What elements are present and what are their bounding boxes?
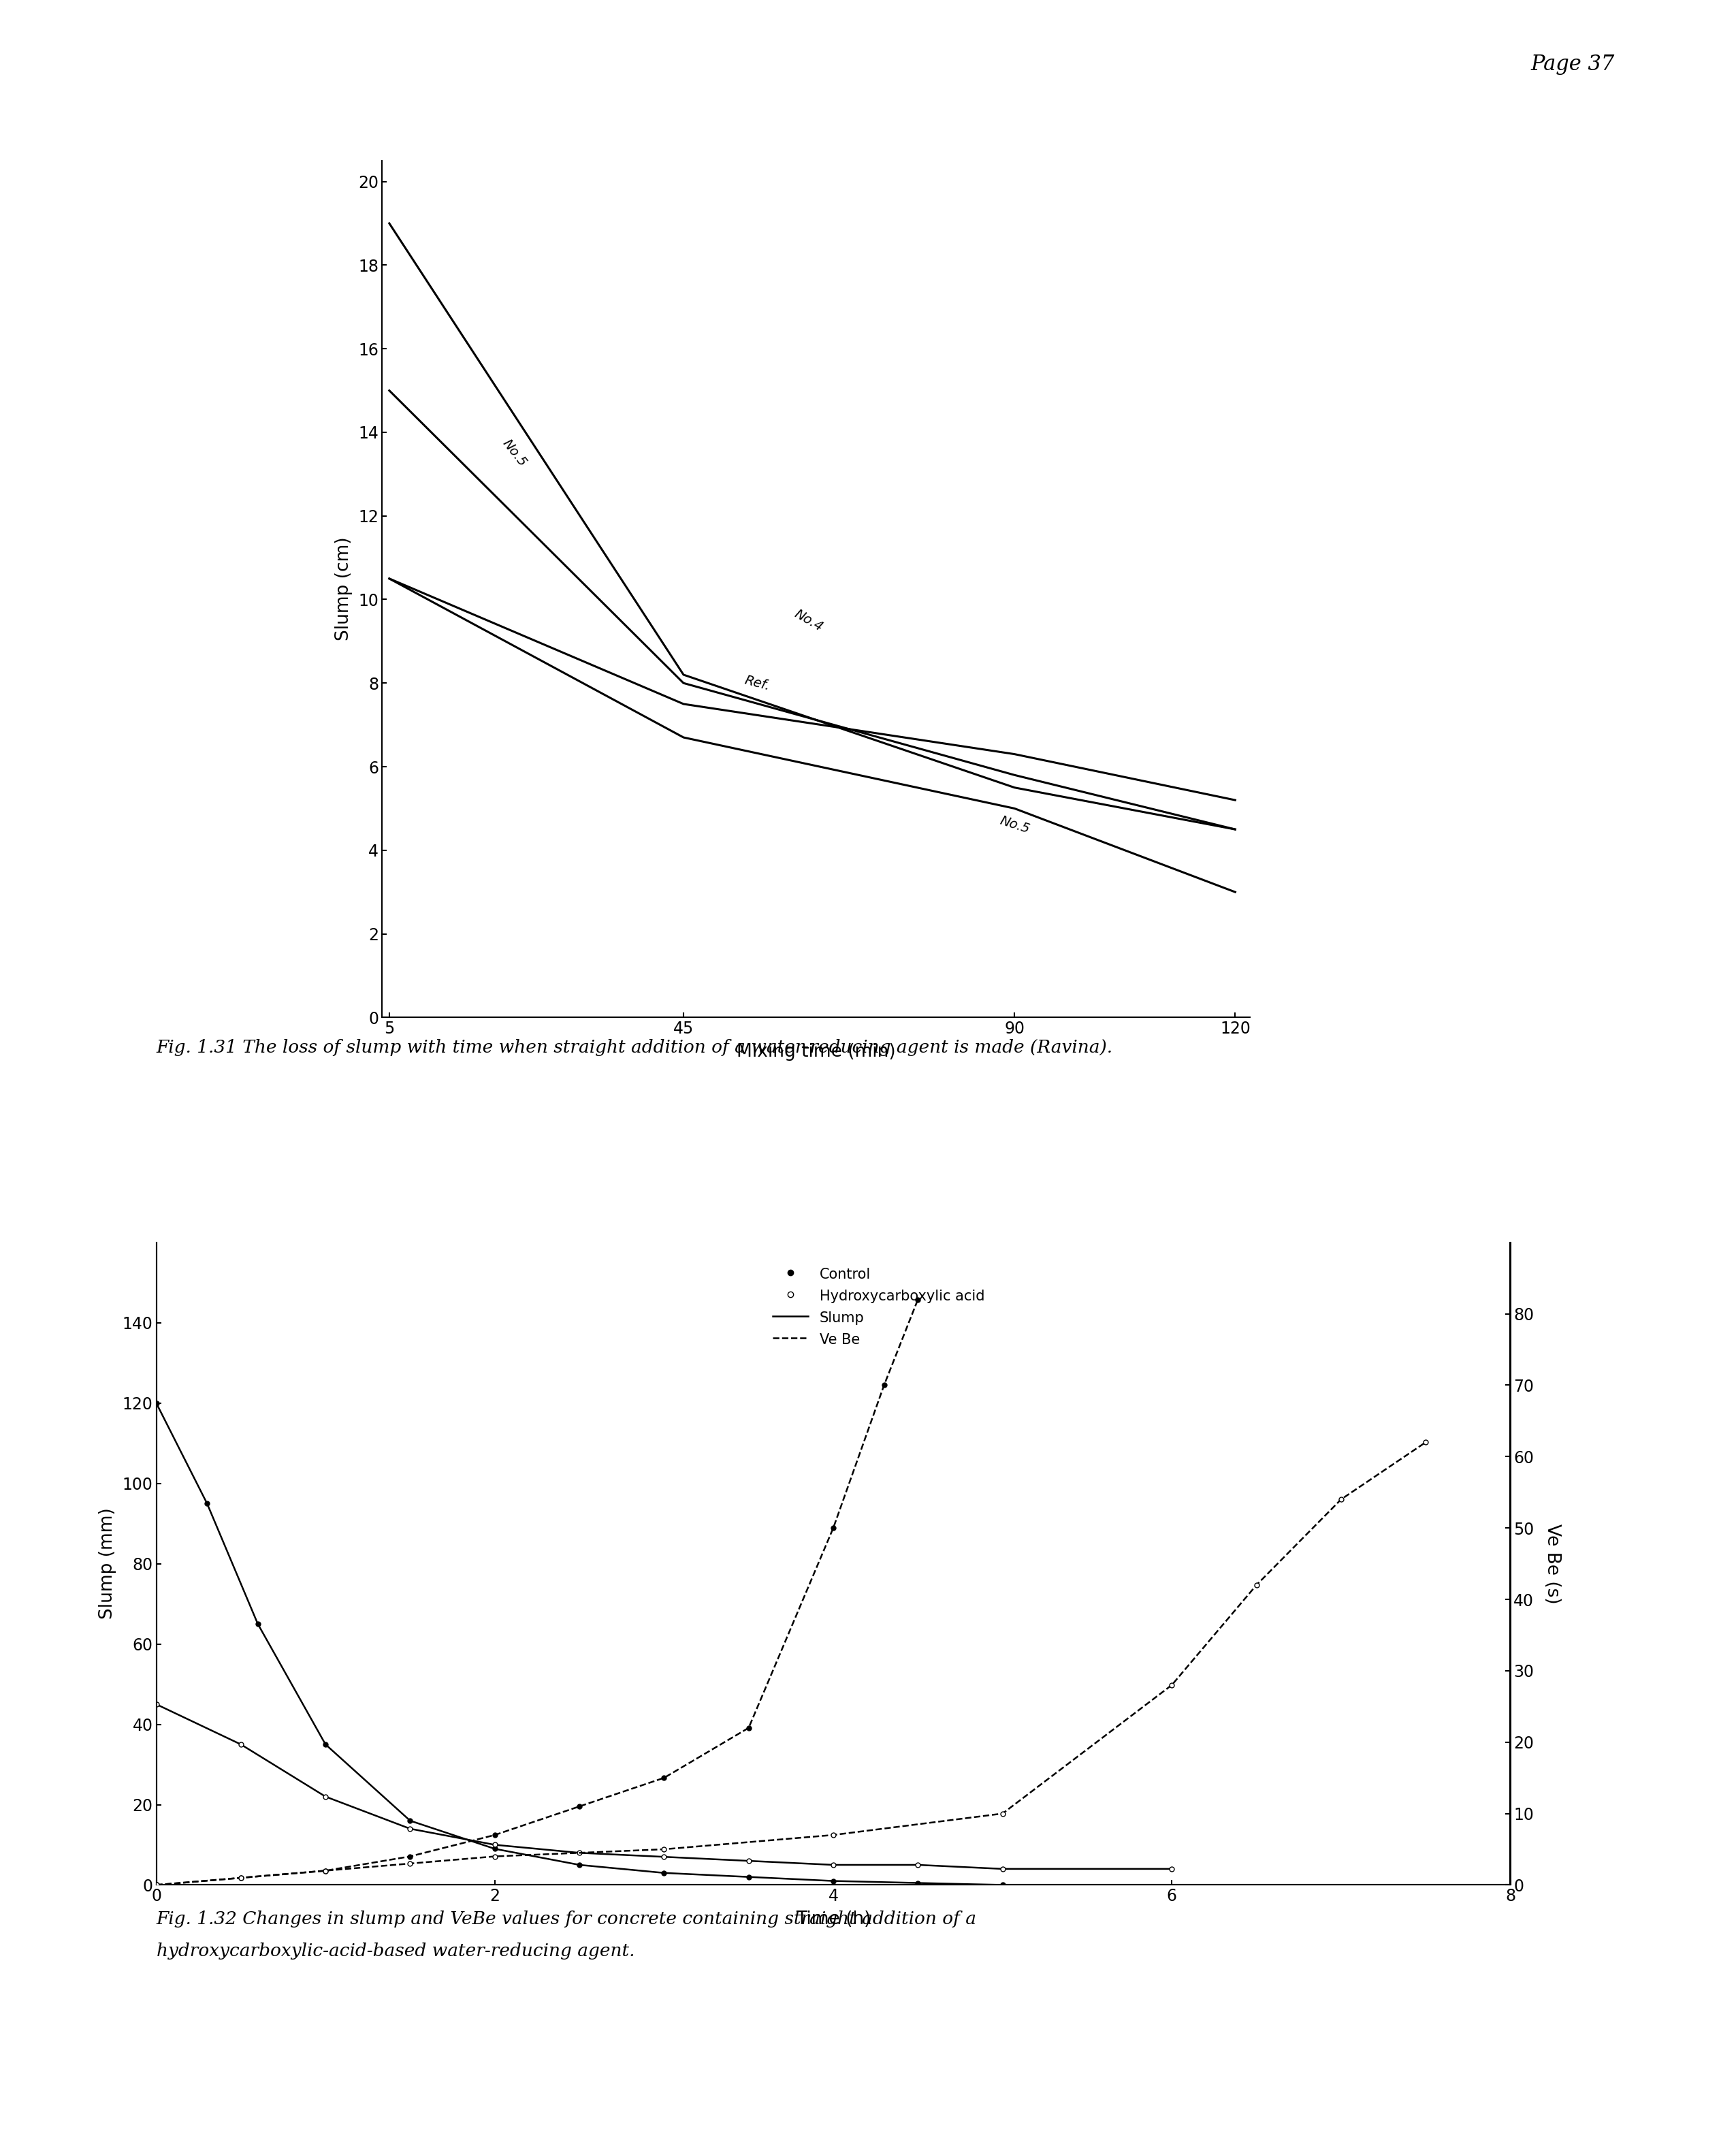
Legend: Control, Hydroxycarboxylic acid, Slump, Ve Be: Control, Hydroxycarboxylic acid, Slump, … (769, 1262, 990, 1352)
X-axis label: Time (h): Time (h) (795, 1911, 871, 1928)
Text: Page 37: Page 37 (1531, 54, 1614, 75)
Y-axis label: Slump (mm): Slump (mm) (99, 1508, 116, 1619)
Text: Fig. 1.32 Changes in slump and VeBe values for concrete containing straight addi: Fig. 1.32 Changes in slump and VeBe valu… (156, 1911, 977, 1928)
Text: No.5: No.5 (998, 814, 1031, 835)
Text: No.4: No.4 (792, 606, 825, 634)
Y-axis label: Slump (cm): Slump (cm) (335, 538, 352, 640)
Text: Ref.: Ref. (743, 673, 771, 692)
Text: No.5: No.5 (500, 437, 529, 469)
Text: hydroxycarboxylic-acid-based water-reducing agent.: hydroxycarboxylic-acid-based water-reduc… (156, 1943, 634, 1960)
X-axis label: Mixing time (min): Mixing time (min) (736, 1043, 896, 1060)
Y-axis label: Ve Be (s): Ve Be (s) (1543, 1523, 1561, 1604)
Text: Fig. 1.31 The loss of slump with time when straight addition of a water-reducing: Fig. 1.31 The loss of slump with time wh… (156, 1039, 1113, 1056)
